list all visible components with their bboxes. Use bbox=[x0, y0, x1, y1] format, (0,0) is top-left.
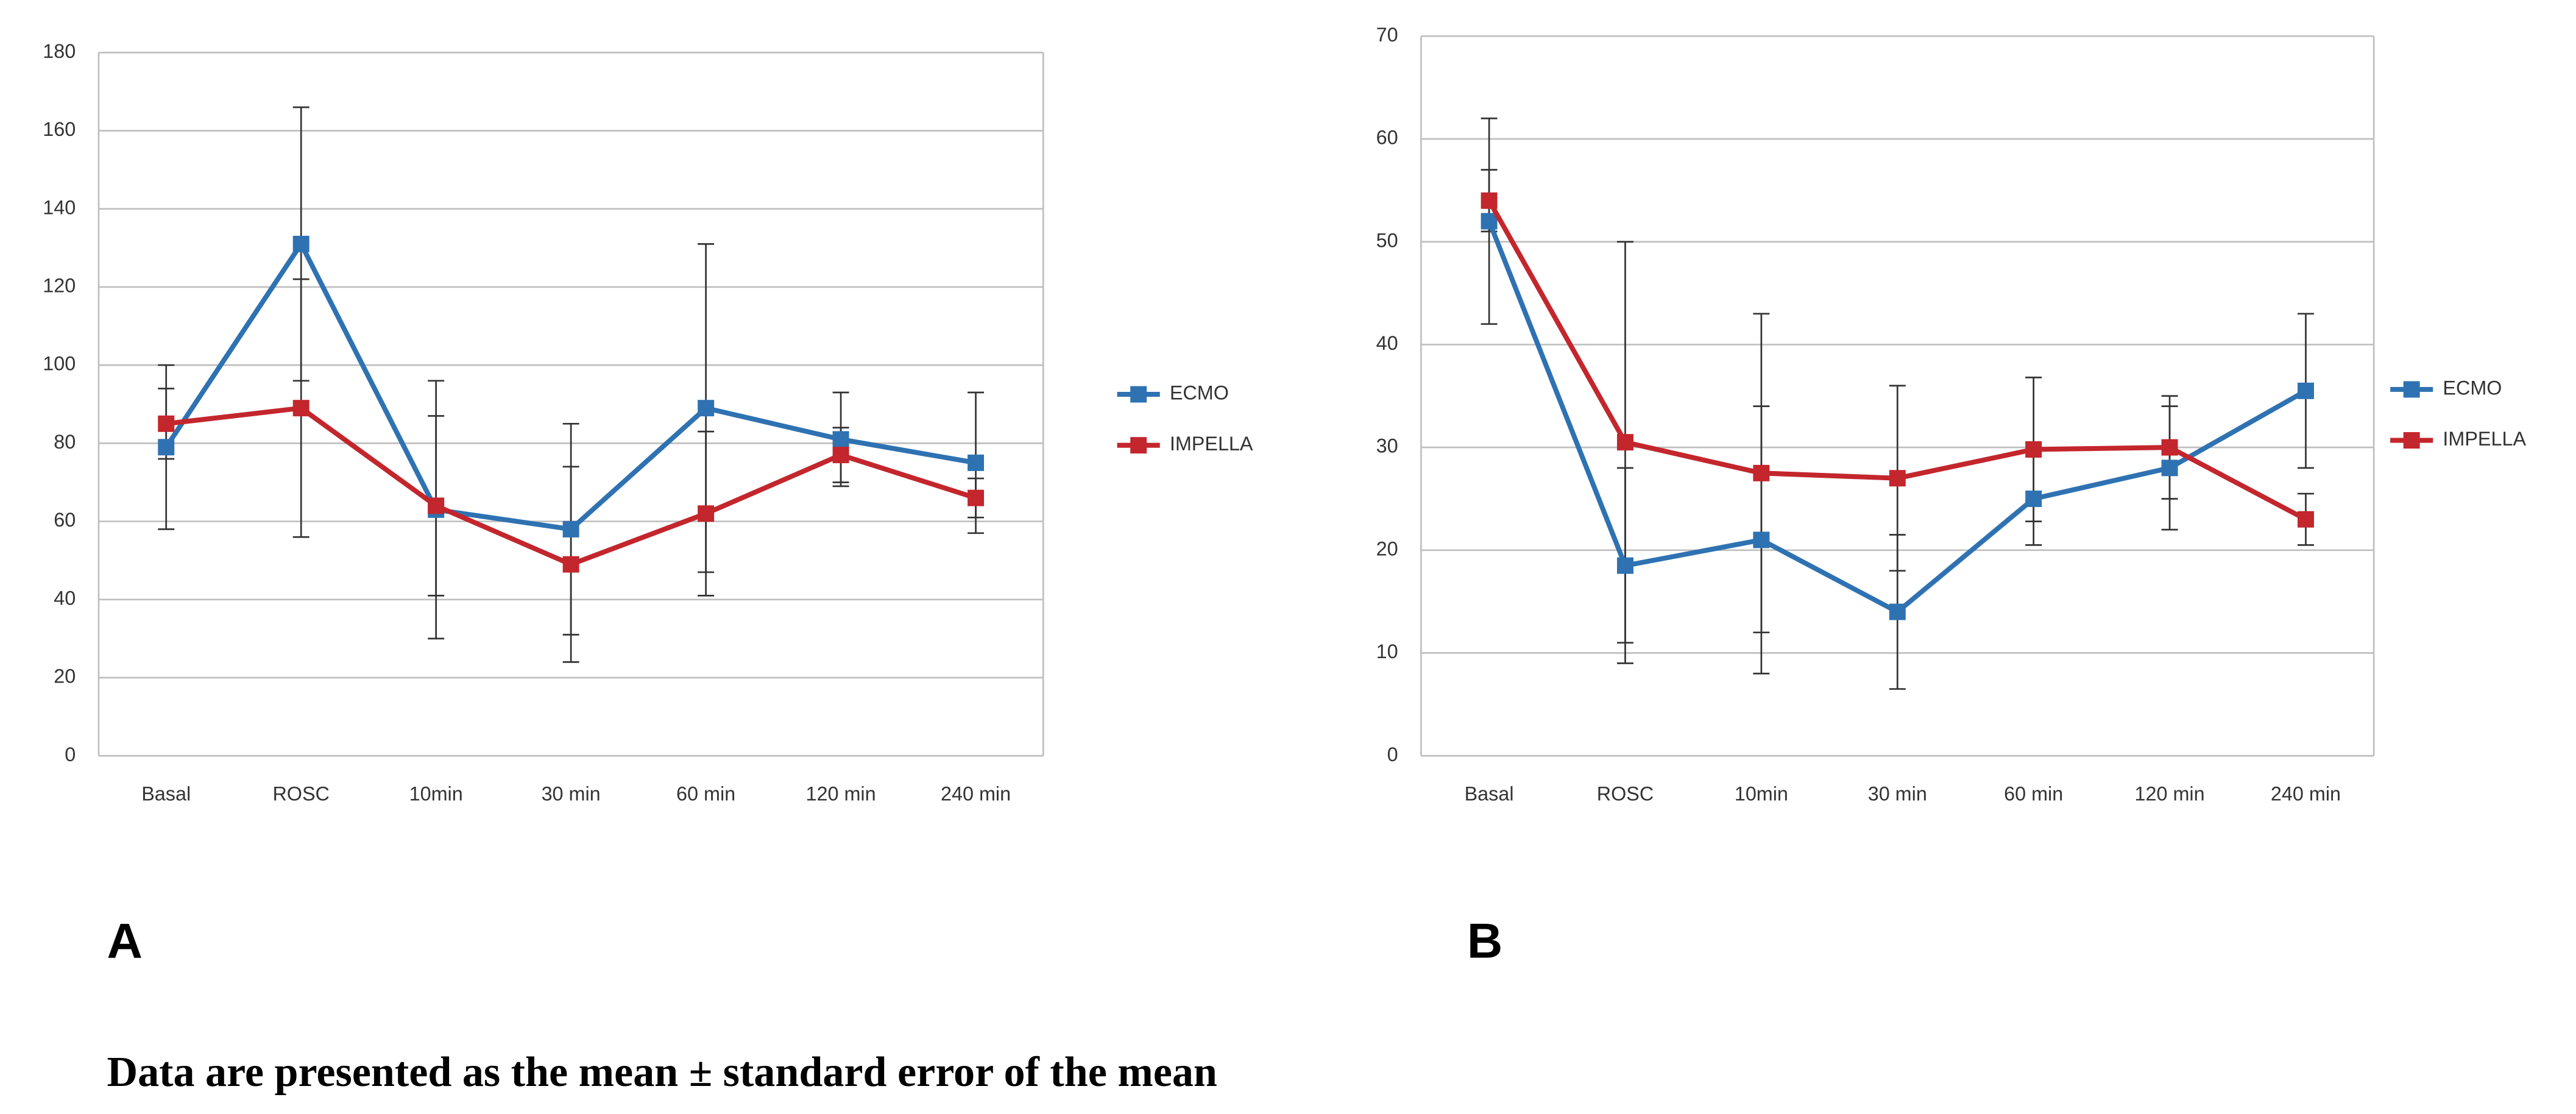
marker bbox=[1481, 213, 1498, 230]
y-tick-label: 50 bbox=[1376, 229, 1398, 251]
caption: Data are presented as the mean ± standar… bbox=[107, 1049, 1217, 1096]
y-tick-label: 20 bbox=[54, 665, 76, 687]
marker bbox=[698, 505, 715, 522]
marker bbox=[1889, 603, 1906, 620]
marker bbox=[158, 415, 175, 432]
marker bbox=[1617, 557, 1633, 574]
marker bbox=[968, 489, 985, 506]
x-tick-label: 10min bbox=[1735, 782, 1788, 804]
y-tick-label: 120 bbox=[43, 274, 76, 296]
y-tick-label: 0 bbox=[65, 743, 76, 765]
y-tick-label: 40 bbox=[54, 587, 76, 609]
x-tick-label: ROSC bbox=[272, 782, 329, 804]
marker bbox=[1753, 531, 1770, 548]
y-tick-label: 140 bbox=[43, 196, 76, 218]
y-tick-label: 30 bbox=[1376, 435, 1398, 457]
y-tick-label: 0 bbox=[1387, 743, 1398, 765]
y-tick-label: 10 bbox=[1376, 640, 1398, 662]
marker bbox=[562, 556, 579, 573]
marker bbox=[2297, 511, 2314, 528]
marker bbox=[968, 454, 985, 471]
marker bbox=[1617, 434, 1633, 451]
x-tick-label: 120 min bbox=[2135, 782, 2205, 804]
marker bbox=[292, 400, 310, 417]
marker bbox=[158, 439, 175, 456]
y-tick-label: 60 bbox=[1376, 127, 1398, 149]
y-tick-label: 70 bbox=[1376, 24, 1398, 46]
marker bbox=[2025, 441, 2042, 458]
y-tick-label: 80 bbox=[54, 431, 76, 453]
marker bbox=[832, 431, 849, 448]
x-tick-label: 60 min bbox=[676, 782, 735, 804]
legend-label: IMPELLA bbox=[1170, 433, 1253, 455]
marker bbox=[2297, 382, 2314, 399]
y-tick-label: 40 bbox=[1376, 332, 1398, 354]
legend-marker bbox=[1130, 437, 1147, 454]
y-tick-label: 20 bbox=[1376, 537, 1398, 559]
y-tick-label: 100 bbox=[43, 353, 76, 375]
marker bbox=[2161, 459, 2178, 477]
legend-marker bbox=[2403, 381, 2420, 398]
marker bbox=[1481, 192, 1498, 209]
marker bbox=[698, 400, 715, 417]
x-tick-label: 10min bbox=[409, 782, 463, 804]
legend-label: ECMO bbox=[1170, 382, 1229, 404]
x-tick-label: Basal bbox=[1465, 782, 1514, 804]
legend-label: ECMO bbox=[2443, 377, 2502, 399]
legend-label: IMPELLA bbox=[2443, 428, 2526, 450]
marker bbox=[1889, 470, 1906, 487]
x-tick-label: 30 min bbox=[542, 782, 601, 804]
x-tick-label: Basal bbox=[141, 782, 191, 804]
marker bbox=[2025, 490, 2042, 507]
marker bbox=[832, 447, 849, 464]
x-tick-label: ROSC bbox=[1597, 782, 1654, 804]
y-tick-label: 60 bbox=[54, 509, 76, 531]
x-tick-label: 240 min bbox=[2271, 782, 2341, 804]
marker bbox=[292, 235, 310, 252]
marker bbox=[1753, 464, 1770, 481]
legend-marker bbox=[2403, 432, 2420, 449]
x-tick-label: 240 min bbox=[941, 782, 1011, 804]
marker bbox=[2161, 439, 2178, 456]
marker bbox=[562, 520, 579, 537]
x-tick-label: 60 min bbox=[2004, 782, 2063, 804]
marker bbox=[428, 497, 445, 514]
y-tick-label: 180 bbox=[43, 40, 76, 62]
x-tick-label: 30 min bbox=[1868, 782, 1927, 804]
panel-label: B bbox=[1467, 914, 1502, 969]
legend-marker bbox=[1130, 386, 1147, 403]
panel-label: A bbox=[107, 914, 142, 969]
x-tick-label: 120 min bbox=[806, 782, 876, 804]
y-tick-label: 160 bbox=[43, 118, 76, 140]
